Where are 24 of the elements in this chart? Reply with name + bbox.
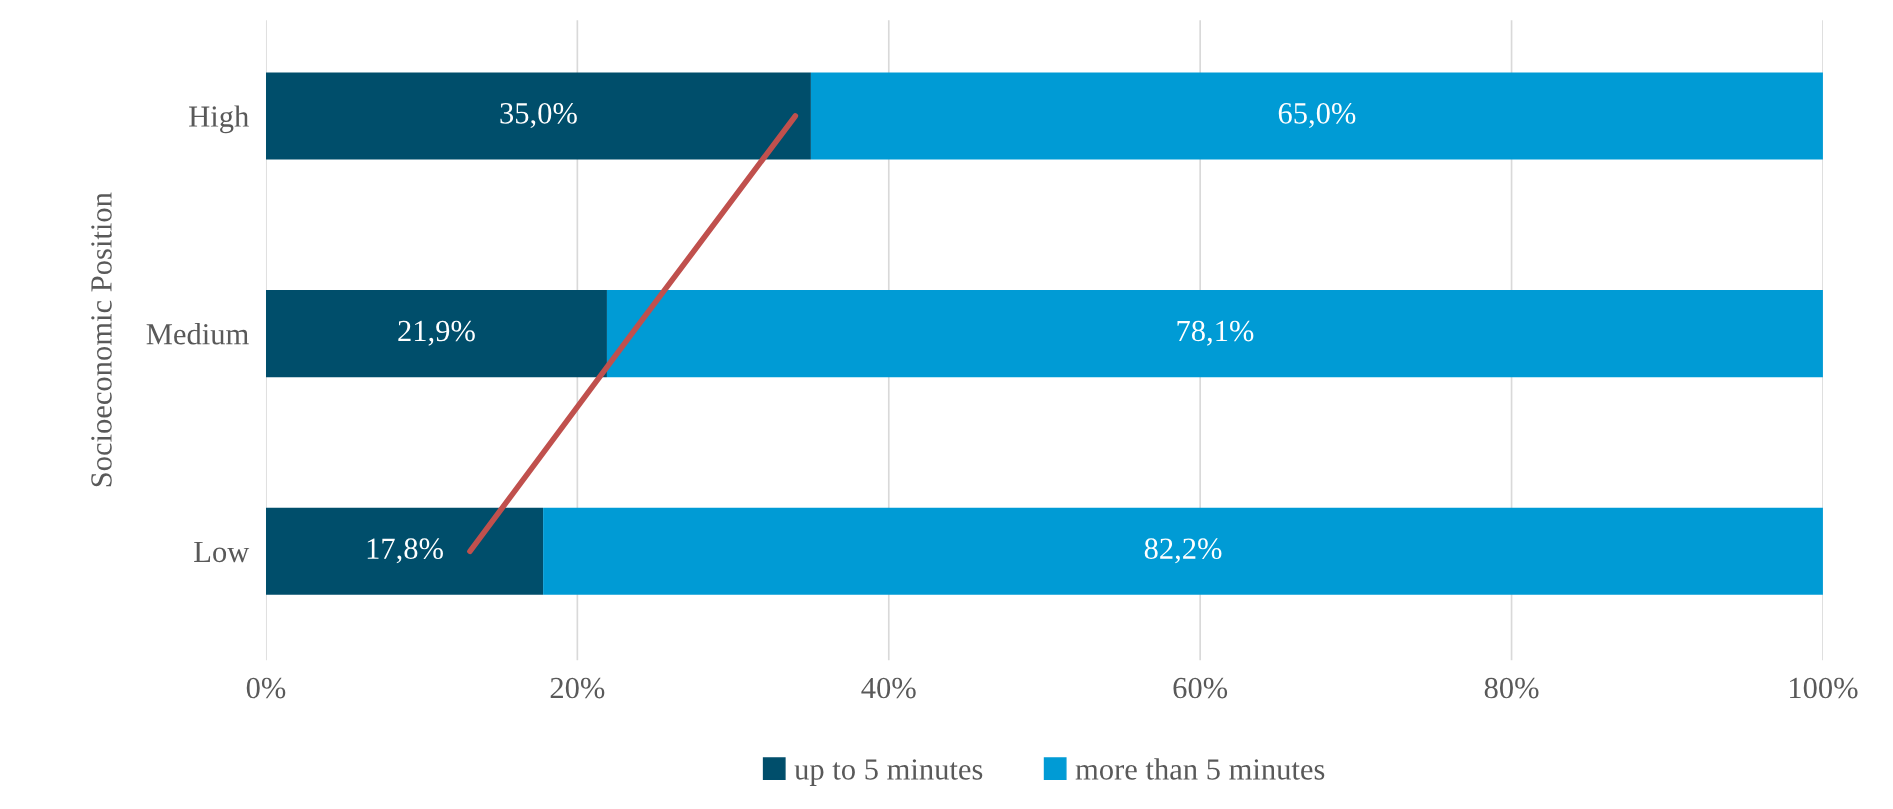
y-axis-title: Socioeconomic Position [91,192,112,487]
legend-label: more than 5 minutes [1075,758,1325,780]
bar [265,72,811,160]
y-tick-label: Low [194,541,250,563]
y-tick-label: Medium [146,323,249,345]
y-tick-label: High [189,105,249,134]
data-label: 17,8% [367,538,443,564]
data-label: 21,9% [398,320,475,346]
x-tick-label: 40% [861,677,916,699]
bar [265,507,544,595]
data-label: 35,0% [500,103,577,129]
data-label: 82,2% [1144,538,1222,564]
x-tick-label: 20% [550,677,605,699]
bar [606,290,1823,378]
bar [265,290,607,378]
bar [810,72,1823,160]
x-tick-label: 60% [1173,677,1228,699]
x-tick-label: 100% [1790,677,1858,699]
x-tick-label: 0% [246,677,286,699]
legend-label: up to 5 minutes [794,759,983,786]
data-label: 65,0% [1278,103,1356,129]
data-label: 78,1% [1177,320,1254,346]
x-tick-label: 80% [1484,677,1539,699]
bar [543,507,1823,595]
